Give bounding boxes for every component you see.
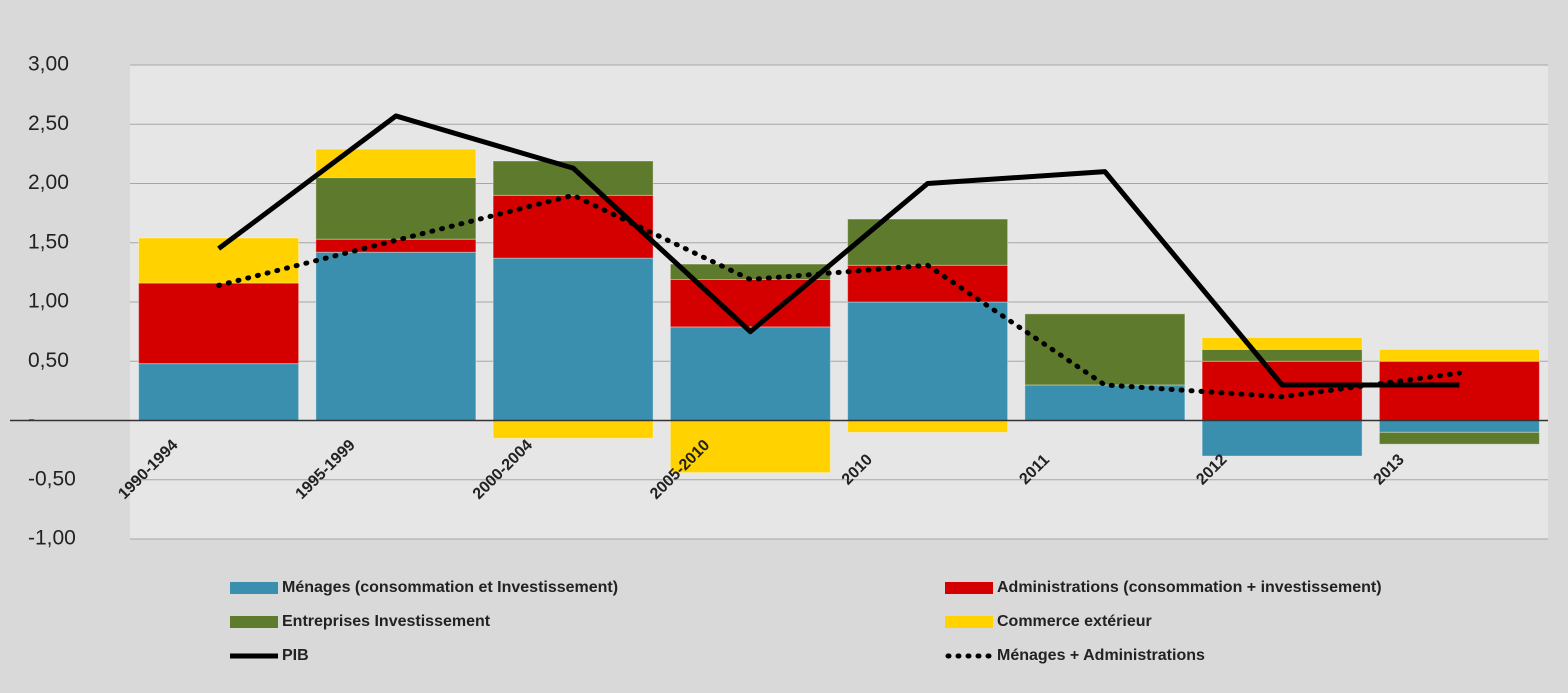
bar-segment (669, 326, 831, 422)
legend-swatch (230, 616, 278, 628)
bar-segment (138, 282, 300, 365)
legend-label: Ménages (consommation et Investissement) (282, 579, 618, 596)
bar-segment (847, 218, 1009, 266)
bar-segment (847, 264, 1009, 303)
bar-segment (138, 363, 300, 421)
legend-swatch (945, 616, 993, 628)
y-tick-label: 2,50 (28, 112, 69, 135)
bar-segment (1201, 337, 1363, 350)
y-tick-label: 3,00 (28, 53, 69, 76)
y-tick-label: 1,00 (28, 290, 69, 313)
bar-segment (1378, 420, 1540, 433)
bar-segment (492, 420, 654, 439)
bar-segment (315, 177, 477, 240)
legend-label: PIB (282, 647, 309, 664)
bar-segment (492, 194, 654, 259)
y-tick-label: 1,50 (28, 230, 69, 253)
bar-segment (1378, 360, 1540, 421)
bar-segment (138, 237, 300, 284)
legend-label: Ménages + Administrations (997, 647, 1205, 664)
bar-segment (492, 257, 654, 421)
y-tick-label: -1,00 (28, 527, 76, 550)
y-tick-label: -0,50 (28, 467, 76, 490)
bar-segment (1201, 420, 1363, 457)
line-series (217, 113, 1460, 388)
legend-label: Commerce extérieur (997, 613, 1152, 630)
bar-segment (847, 301, 1009, 421)
bar-segment (315, 148, 477, 179)
legend-swatch (945, 582, 993, 594)
y-tick-label: - (28, 408, 35, 431)
legend-label: Administrations (consommation + investis… (997, 579, 1382, 596)
bar-segment (1024, 313, 1186, 386)
y-tick-label: 2,00 (28, 171, 69, 194)
bar-segment (1378, 348, 1540, 362)
bar-segment (847, 420, 1009, 433)
bar-segment (1201, 348, 1363, 362)
bar-segment (492, 160, 654, 196)
line-series (216, 192, 1462, 400)
y-tick-label: 0,50 (28, 349, 69, 372)
legend-swatch (230, 582, 278, 594)
bar-segment (1201, 360, 1363, 421)
bar-segment (1378, 431, 1540, 445)
legend-label: Entreprises Investissement (282, 613, 491, 630)
bar-segment (315, 251, 477, 421)
